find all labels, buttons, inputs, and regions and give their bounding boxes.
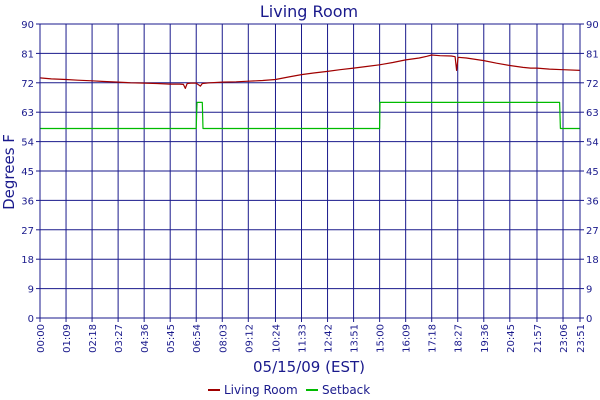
y-tick-label-right: 90 [586, 20, 599, 31]
x-tick-label: 16:09 [402, 324, 413, 353]
x-tick-label: 11:33 [298, 324, 309, 353]
legend: Living Room Setback [208, 383, 370, 397]
series-layer [39, 54, 581, 130]
y-axis-left: 0 9 18 27 36 45 54 63 72 81 90 [21, 20, 40, 325]
legend-label: Living Room [224, 383, 298, 397]
y-tick-label-right: 81 [586, 49, 599, 60]
y-tick-label-left: 63 [21, 108, 34, 119]
y-tick-label-left: 18 [21, 255, 34, 266]
y-tick-label-left: 9 [28, 285, 34, 296]
y-tick-label-right: 18 [586, 255, 599, 266]
x-tick-label: 23:51 [576, 324, 587, 353]
y-tick-label-left: 45 [21, 167, 34, 178]
x-tick-label: 04:36 [140, 324, 151, 353]
x-tick-label: 19:36 [480, 324, 491, 353]
x-axis: 00:00 01:09 02:18 03:27 04:36 05:45 06:54 08:03… [36, 318, 587, 353]
x-tick-label: 17:18 [428, 324, 439, 353]
y-tick-label-right: 27 [586, 226, 599, 237]
x-tick-label: 06:54 [192, 324, 203, 353]
y-tick-label-left: 54 [21, 138, 34, 149]
chart-title: Living Room [260, 2, 358, 21]
x-tick-label: 13:51 [350, 324, 361, 353]
y-tick-label-left: 72 [21, 79, 34, 90]
x-tick-label: 09:12 [244, 324, 255, 353]
x-tick-label: 20:45 [506, 324, 517, 353]
x-tick-label: 03:27 [114, 324, 125, 353]
x-tick-label: 21:57 [533, 324, 544, 353]
x-tick-label: 08:03 [218, 324, 229, 353]
x-tick-label: 00:00 [36, 324, 47, 353]
y-tick-label-right: 72 [586, 79, 599, 90]
x-tick-label: 05:45 [166, 324, 177, 353]
y-tick-label-left: 27 [21, 226, 34, 237]
y-tick-label-right: 9 [586, 285, 592, 296]
series-line-living-room [39, 54, 581, 90]
y-tick-label-right: 0 [586, 314, 592, 325]
y-axis-right: 0 9 18 27 36 45 54 63 72 81 90 [580, 20, 599, 325]
y-axis-label: Degrees F [0, 134, 18, 210]
series-line-setback [40, 101, 580, 130]
y-tick-label-left: 81 [21, 49, 34, 60]
y-tick-label-right: 54 [586, 138, 599, 149]
y-tick-label-left: 90 [21, 20, 34, 31]
y-tick-label-right: 45 [586, 167, 599, 178]
x-tick-label: 23:06 [559, 324, 570, 353]
x-tick-label: 02:18 [88, 324, 99, 353]
x-tick-label: 18:27 [454, 324, 465, 353]
x-tick-label: 10:24 [271, 324, 282, 353]
x-axis-label: 05/15/09 (EST) [253, 358, 365, 376]
x-tick-label: 01:09 [62, 324, 73, 353]
y-tick-label-right: 63 [586, 108, 599, 119]
x-tick-label: 15:00 [376, 324, 387, 353]
legend-label: Setback [322, 383, 370, 397]
y-tick-label-left: 0 [28, 314, 34, 325]
y-tick-label-left: 36 [21, 196, 34, 207]
x-tick-label: 12:42 [324, 324, 335, 353]
y-tick-label-right: 36 [586, 196, 599, 207]
